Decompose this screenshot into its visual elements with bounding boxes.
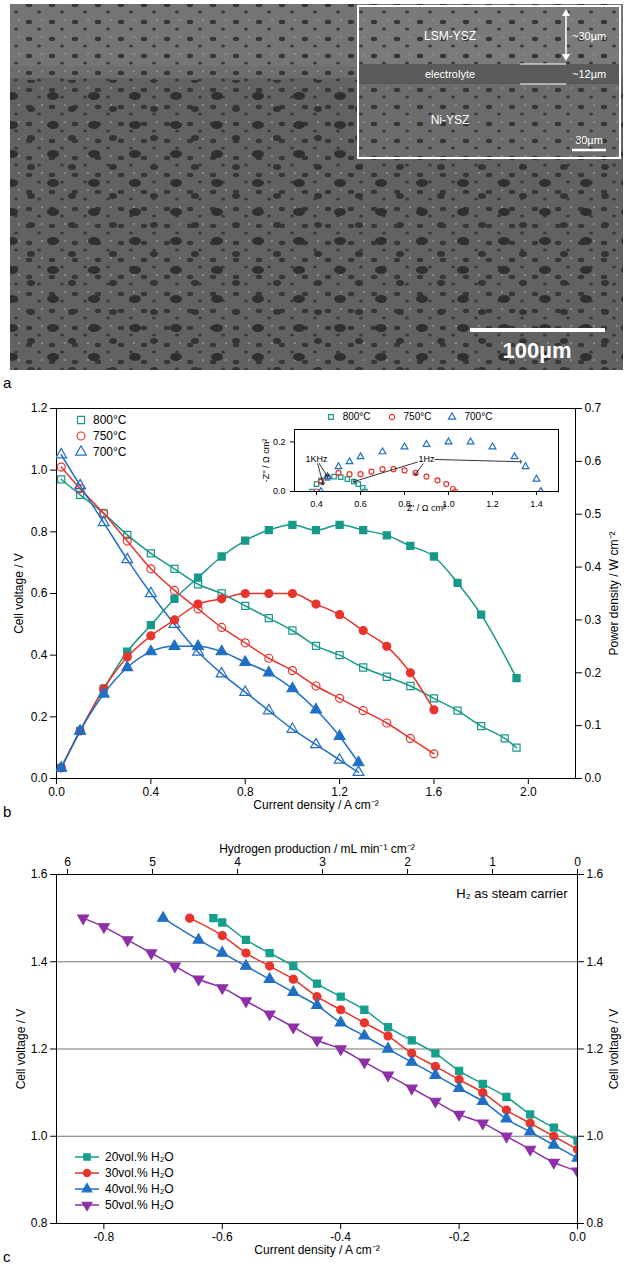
svg-text:1.2: 1.2 [587, 1042, 604, 1056]
svg-text:0.3: 0.3 [585, 613, 602, 627]
svg-text:0.5: 0.5 [585, 507, 602, 521]
svg-text:0.6: 0.6 [354, 499, 367, 509]
svg-text:1: 1 [489, 855, 496, 869]
html-text:b: b [3, 803, 12, 820]
svg-text:1.2: 1.2 [331, 785, 348, 799]
svg-text:0.0: 0.0 [31, 771, 48, 785]
svg-text:0.2: 0.2 [31, 710, 48, 724]
html-text:700°C: 700°C [464, 411, 493, 422]
svg-text:a: a [3, 374, 12, 391]
svg-text:-0.6: -0.6 [212, 1230, 233, 1244]
svg-text:0.0: 0.0 [569, 1230, 586, 1244]
svg-text:-0.4: -0.4 [330, 1230, 351, 1244]
svg-text:Ni-YSZ: Ni-YSZ [431, 113, 470, 127]
svg-text:1.2: 1.2 [486, 499, 499, 509]
svg-text:1.2: 1.2 [31, 1042, 48, 1056]
svg-text:3: 3 [319, 855, 326, 869]
svg-text:0.6: 0.6 [585, 454, 602, 468]
html-text:750°C: 750°C [403, 411, 432, 422]
svg-text:5: 5 [149, 855, 156, 869]
svg-text:1.4: 1.4 [587, 955, 604, 969]
svg-text:0.2: 0.2 [273, 437, 286, 447]
svg-text:0.4: 0.4 [143, 785, 160, 799]
svg-text:Z' / Ω cm²: Z' / Ω cm² [407, 503, 446, 513]
html-text:c: c [3, 1248, 11, 1265]
html-text:800°C: 800°C [93, 413, 127, 427]
html-text:50vol.% H₂O: 50vol.% H₂O [105, 1198, 174, 1212]
svg-text:1.0: 1.0 [587, 1129, 604, 1143]
html-text:750°C: 750°C [93, 429, 127, 443]
svg-text:-0.2: -0.2 [449, 1230, 470, 1244]
svg-text:1.0: 1.0 [442, 498, 455, 509]
svg-text:6: 6 [64, 855, 71, 869]
svg-text:electrolyte: electrolyte [425, 68, 475, 80]
svg-text:1.6: 1.6 [31, 867, 48, 881]
html-text:700°C: 700°C [93, 445, 127, 459]
svg-text:1.6: 1.6 [587, 867, 604, 881]
svg-text:0.0: 0.0 [585, 771, 602, 785]
svg-text:0.8: 0.8 [31, 1216, 48, 1230]
svg-text:1.0: 1.0 [31, 1129, 48, 1143]
svg-text:2: 2 [404, 855, 411, 869]
svg-text:0.8: 0.8 [31, 525, 48, 539]
svg-text:0.4: 0.4 [31, 648, 48, 662]
svg-text:-0.8: -0.8 [94, 1230, 115, 1244]
svg-text:0.4: 0.4 [310, 499, 323, 509]
svg-text:0.0: 0.0 [48, 785, 65, 799]
svg-text:1Hz: 1Hz [418, 454, 435, 464]
html-text:30vol.% H₂O: 30vol.% H₂O [105, 1166, 174, 1180]
svg-text:0.4: 0.4 [585, 560, 602, 574]
svg-text:1.2: 1.2 [31, 401, 48, 415]
html-text:40vol.% H₂O: 40vol.% H₂O [105, 1182, 174, 1196]
svg-text:1.4: 1.4 [31, 955, 48, 969]
svg-text:Cell voltage / V: Cell voltage / V [12, 553, 26, 634]
svg-text:30µm: 30µm [575, 134, 603, 146]
svg-text:0.2: 0.2 [585, 666, 602, 680]
svg-text:H₂ as steam carrier: H₂ as steam carrier [456, 886, 568, 901]
svg-text:1.6: 1.6 [426, 785, 443, 799]
svg-text:0: 0 [574, 855, 581, 869]
svg-text:~12µm: ~12µm [572, 68, 606, 80]
svg-text:Current density / A cm⁻²: Current density / A cm⁻² [254, 1243, 379, 1257]
svg-text:0.8: 0.8 [237, 785, 254, 799]
svg-text:0.0: 0.0 [273, 486, 286, 496]
html-text:20vol.% H₂O: 20vol.% H₂O [105, 1150, 174, 1164]
svg-text:LSM-YSZ: LSM-YSZ [424, 29, 476, 43]
svg-text:Power density / W cm⁻²: Power density / W cm⁻² [607, 531, 621, 655]
svg-text:~30µm: ~30µm [572, 30, 606, 42]
svg-text:1KHz: 1KHz [305, 454, 328, 464]
svg-text:1.0: 1.0 [31, 463, 48, 477]
svg-text:0.8: 0.8 [587, 1216, 604, 1230]
svg-text:0.8: 0.8 [398, 498, 411, 509]
svg-text:Cell voltage / V: Cell voltage / V [607, 1009, 621, 1090]
svg-text:1.4: 1.4 [530, 499, 543, 509]
svg-text:-Z'' / Ω cm²: -Z'' / Ω cm² [261, 439, 271, 483]
svg-text:Cell voltage / V: Cell voltage / V [14, 1009, 28, 1090]
html-text:800°C: 800°C [342, 411, 371, 422]
svg-text:4: 4 [234, 855, 241, 869]
svg-text:Hydrogen production / mL min⁻¹: Hydrogen production / mL min⁻¹ cm⁻² [219, 842, 415, 856]
svg-text:0.1: 0.1 [585, 718, 602, 732]
svg-text:0.7: 0.7 [585, 401, 602, 415]
svg-text:Current density / A cm⁻²: Current density / A cm⁻² [253, 798, 378, 812]
svg-text:2.0: 2.0 [520, 785, 537, 799]
svg-text:0.6: 0.6 [31, 586, 48, 600]
svg-text:100µm: 100µm [503, 338, 572, 363]
